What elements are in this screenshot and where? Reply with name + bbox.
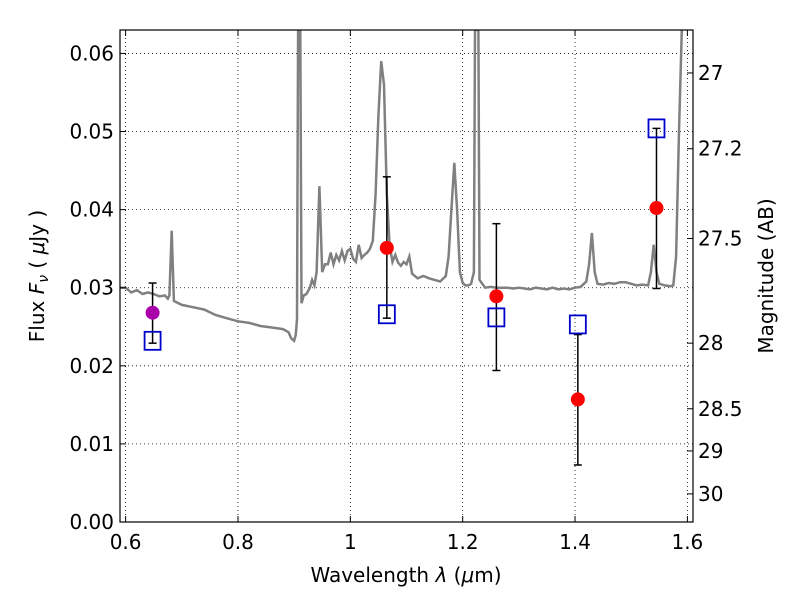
- model-photometry-square: [377, 304, 396, 325]
- plot-frame: [119, 29, 694, 523]
- y2-tick-label: 30: [698, 482, 723, 506]
- observed-photometry: [145, 201, 664, 407]
- observed-point: [489, 289, 504, 304]
- model-photometry-square: [143, 330, 162, 351]
- y-tick-label: 0.04: [69, 198, 114, 222]
- x-tick-label: 1: [344, 530, 357, 554]
- y-tick-label: 0.06: [69, 41, 114, 65]
- plot-area: [120, 30, 684, 466]
- model-spectrum-line: [120, 30, 684, 343]
- x-tick-label: 1.2: [447, 530, 479, 554]
- observed-point: [379, 240, 394, 255]
- model-photometry: [143, 118, 666, 351]
- y-tick-label: 0.00: [69, 510, 114, 534]
- model-photometry-square: [487, 307, 506, 328]
- y2-tick-label: 29: [698, 439, 723, 463]
- grid: [120, 30, 693, 523]
- secondary-y-axis-title: Magnitude (AB): [754, 198, 778, 353]
- ticks: 0.6 0.8 1 1.2 1.4 1.6 0.00 0.01 0.02 0.03 0.04 0.05…: [69, 30, 743, 554]
- y2-tick-label: 27.2: [698, 137, 743, 161]
- x-tick-label: 1.4: [559, 530, 591, 554]
- errorbars: [148, 127, 661, 466]
- y-tick-label: 0.03: [69, 276, 114, 300]
- y2-tick-label: 28: [698, 331, 723, 355]
- x-tick-label: 1.6: [671, 530, 703, 554]
- y2-tick-label: 27: [698, 61, 723, 85]
- y2-tick-label: 28.5: [698, 397, 743, 421]
- y2-tick-label: 27.5: [698, 227, 743, 251]
- y-axis-title: Flux Fν ( μJy ): [25, 210, 52, 342]
- x-axis-title: Wavelength λ (μm): [310, 563, 501, 587]
- observed-point: [145, 305, 160, 320]
- y-tick-label: 0.05: [69, 120, 114, 144]
- model-photometry-square: [647, 118, 666, 139]
- y-tick-label: 0.01: [69, 432, 114, 456]
- x-tick-label: 0.6: [110, 530, 142, 554]
- x-tick-label: 0.8: [222, 530, 254, 554]
- observed-point: [570, 392, 585, 407]
- y-tick-label: 0.02: [69, 354, 114, 378]
- model-photometry-square: [568, 314, 587, 335]
- observed-point: [649, 201, 664, 216]
